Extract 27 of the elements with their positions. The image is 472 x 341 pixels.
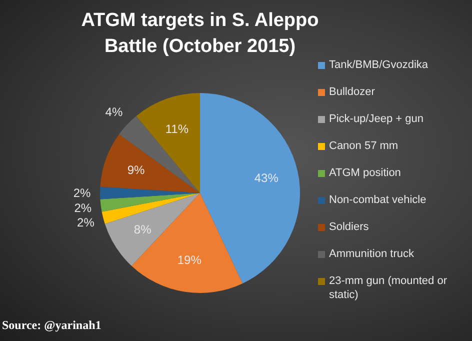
- data-label: 2%: [77, 215, 95, 230]
- data-label: 11%: [165, 122, 189, 136]
- pie-slice: [200, 93, 300, 284]
- pie-slice: [104, 193, 200, 266]
- data-label: 2%: [73, 186, 91, 200]
- pie-slice: [100, 134, 200, 193]
- legend-label: 23-mm gun (mounted or static): [329, 274, 448, 302]
- pie-slice: [119, 116, 200, 193]
- chart-title: ATGM targets in S. Aleppo Battle (October 2015): [80, 9, 320, 59]
- legend-label: Tank/BMB/Gvozdika: [329, 58, 428, 72]
- legend-label: Canon 57 mm: [329, 139, 398, 153]
- data-label: 4%: [105, 105, 123, 120]
- legend-label: Soldiers: [329, 220, 369, 234]
- source-note: Source: @yarinah1: [2, 318, 102, 333]
- legend-label: ATGM position: [329, 166, 401, 180]
- pie-slice: [100, 193, 200, 212]
- legend-label: Non-combat vehicle: [329, 193, 426, 207]
- data-label: 43%: [254, 171, 279, 186]
- data-label: 19%: [177, 253, 202, 268]
- pie-slice: [102, 193, 200, 224]
- data-label: 8%: [134, 222, 152, 236]
- legend-label: Pick-up/Jeep + gun: [329, 112, 424, 126]
- data-label: 2%: [74, 200, 92, 215]
- legend-label: Ammunition truck: [329, 247, 414, 261]
- data-label: 9%: [127, 162, 146, 177]
- pie-slice: [132, 193, 243, 293]
- legend-label: Bulldozer: [329, 85, 375, 99]
